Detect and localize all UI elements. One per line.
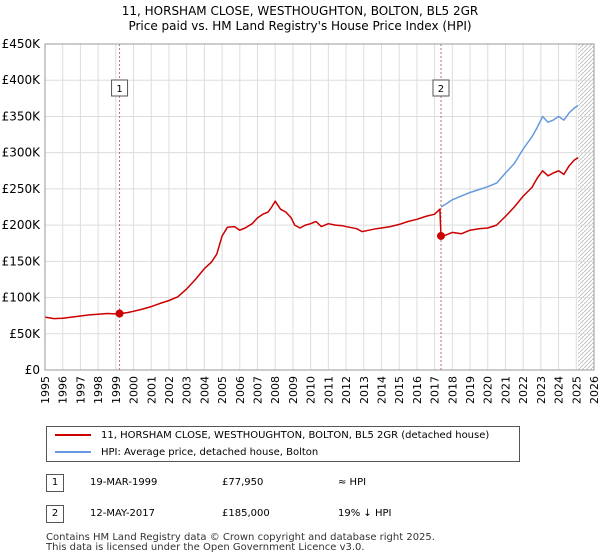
footer-licence: This data is licensed under the Open Gov… xyxy=(46,542,365,553)
hpi-line xyxy=(440,104,579,208)
x-tick-label: 2004 xyxy=(198,376,211,404)
transaction-row-1: 1 19-MAR-1999 £77,950 ≈ HPI xyxy=(46,474,566,492)
chart-legend: 11, HORSHAM CLOSE, WESTHOUGHTON, BOLTON,… xyxy=(46,426,520,462)
transaction-price: £77,950 xyxy=(222,477,264,488)
x-tick-label: 2022 xyxy=(517,376,530,404)
x-tick-label: 2012 xyxy=(340,376,353,404)
x-tick-label: 2019 xyxy=(464,376,477,404)
x-tick-label: 2003 xyxy=(181,376,194,404)
sale-label-box xyxy=(111,79,129,97)
y-tick-label: £350K xyxy=(2,109,42,123)
legend-item-property: 11, HORSHAM CLOSE, WESTHOUGHTON, BOLTON,… xyxy=(55,428,489,444)
x-tick-label: 2010 xyxy=(305,376,318,404)
x-tick-label: 2006 xyxy=(234,376,247,404)
transaction-row-2: 2 12-MAY-2017 £185,000 19% ↓ HPI xyxy=(46,505,566,523)
x-tick-label: 2020 xyxy=(482,376,495,404)
y-tick-label: £250K xyxy=(2,182,42,196)
price-paid-line xyxy=(44,157,579,320)
x-tick-label: 1999 xyxy=(110,376,123,404)
transaction-hpi-comparison: ≈ HPI xyxy=(338,477,367,488)
legend-label-property: 11, HORSHAM CLOSE, WESTHOUGHTON, BOLTON,… xyxy=(101,430,490,441)
x-tick-label: 2009 xyxy=(287,376,300,404)
plot-area xyxy=(45,44,594,370)
x-tick-label: 2026 xyxy=(588,376,600,404)
x-tick-label: 2013 xyxy=(358,376,371,404)
future-hatch-region xyxy=(578,44,594,370)
transaction-price: £185,000 xyxy=(222,508,270,519)
transaction-date: 12-MAY-2017 xyxy=(90,508,156,519)
transaction-number-badge: 2 xyxy=(46,505,64,523)
transaction-number-badge: 1 xyxy=(46,474,64,492)
y-tick-label: £450K xyxy=(2,37,42,51)
footer-copyright: Contains HM Land Registry data © Crown c… xyxy=(46,532,435,543)
sale-label-number: 2 xyxy=(438,84,444,95)
y-tick-label: £100K xyxy=(2,291,42,305)
sale-label-number: 1 xyxy=(116,84,122,95)
x-tick-label: 2000 xyxy=(128,376,141,404)
x-tick-label: 2015 xyxy=(393,376,406,404)
x-tick-label: 2023 xyxy=(535,376,548,404)
x-tick-label: 2016 xyxy=(411,376,424,404)
y-tick-label: £300K xyxy=(2,146,42,160)
x-tick-label: 2025 xyxy=(570,376,583,404)
x-tick-label: 2018 xyxy=(446,376,459,404)
sale-point xyxy=(436,231,445,240)
legend-swatch-red xyxy=(55,434,91,436)
chart-subtitle: Price paid vs. HM Land Registry's House … xyxy=(128,19,472,33)
legend-swatch-blue xyxy=(55,451,91,453)
x-tick-label: 1995 xyxy=(39,376,52,404)
price-chart: 1 2 £0 £50K £100K £150K £200K £250K £300K £350K £… xyxy=(2,37,600,404)
x-tick-label: 2011 xyxy=(322,376,335,404)
legend-item-hpi: HPI: Average price, detached house, Bolt… xyxy=(55,445,318,461)
x-tick-label: 2005 xyxy=(216,376,229,404)
x-tick-label: 2007 xyxy=(252,376,265,404)
y-tick-label: £200K xyxy=(2,218,42,232)
x-tick-label: 2002 xyxy=(163,376,176,404)
plot-border xyxy=(44,43,595,371)
legend-label-hpi: HPI: Average price, detached house, Bolt… xyxy=(101,447,319,458)
x-tick-label: 2021 xyxy=(499,376,512,404)
x-tick-label: 2014 xyxy=(375,376,388,404)
chart-title-address: 11, HORSHAM CLOSE, WESTHOUGHTON, BOLTON,… xyxy=(121,4,479,18)
transaction-date: 19-MAR-1999 xyxy=(90,477,158,488)
transaction-hpi-comparison: 19% ↓ HPI xyxy=(338,508,392,519)
x-tick-label: 1996 xyxy=(57,376,70,404)
y-tick-label: £400K xyxy=(2,73,42,87)
y-tick-label: £50K xyxy=(9,327,41,341)
x-tick-label: 2017 xyxy=(429,376,442,404)
x-tick-label: 1997 xyxy=(74,376,87,404)
x-tick-label: 1998 xyxy=(92,376,105,404)
sale-point xyxy=(115,309,124,318)
sale-label-box xyxy=(432,79,450,97)
y-tick-label: £0 xyxy=(25,363,40,377)
y-tick-label: £150K xyxy=(2,254,42,268)
x-tick-label: 2001 xyxy=(145,376,158,404)
x-tick-label: 2024 xyxy=(553,376,566,404)
x-tick-label: 2008 xyxy=(269,376,282,404)
